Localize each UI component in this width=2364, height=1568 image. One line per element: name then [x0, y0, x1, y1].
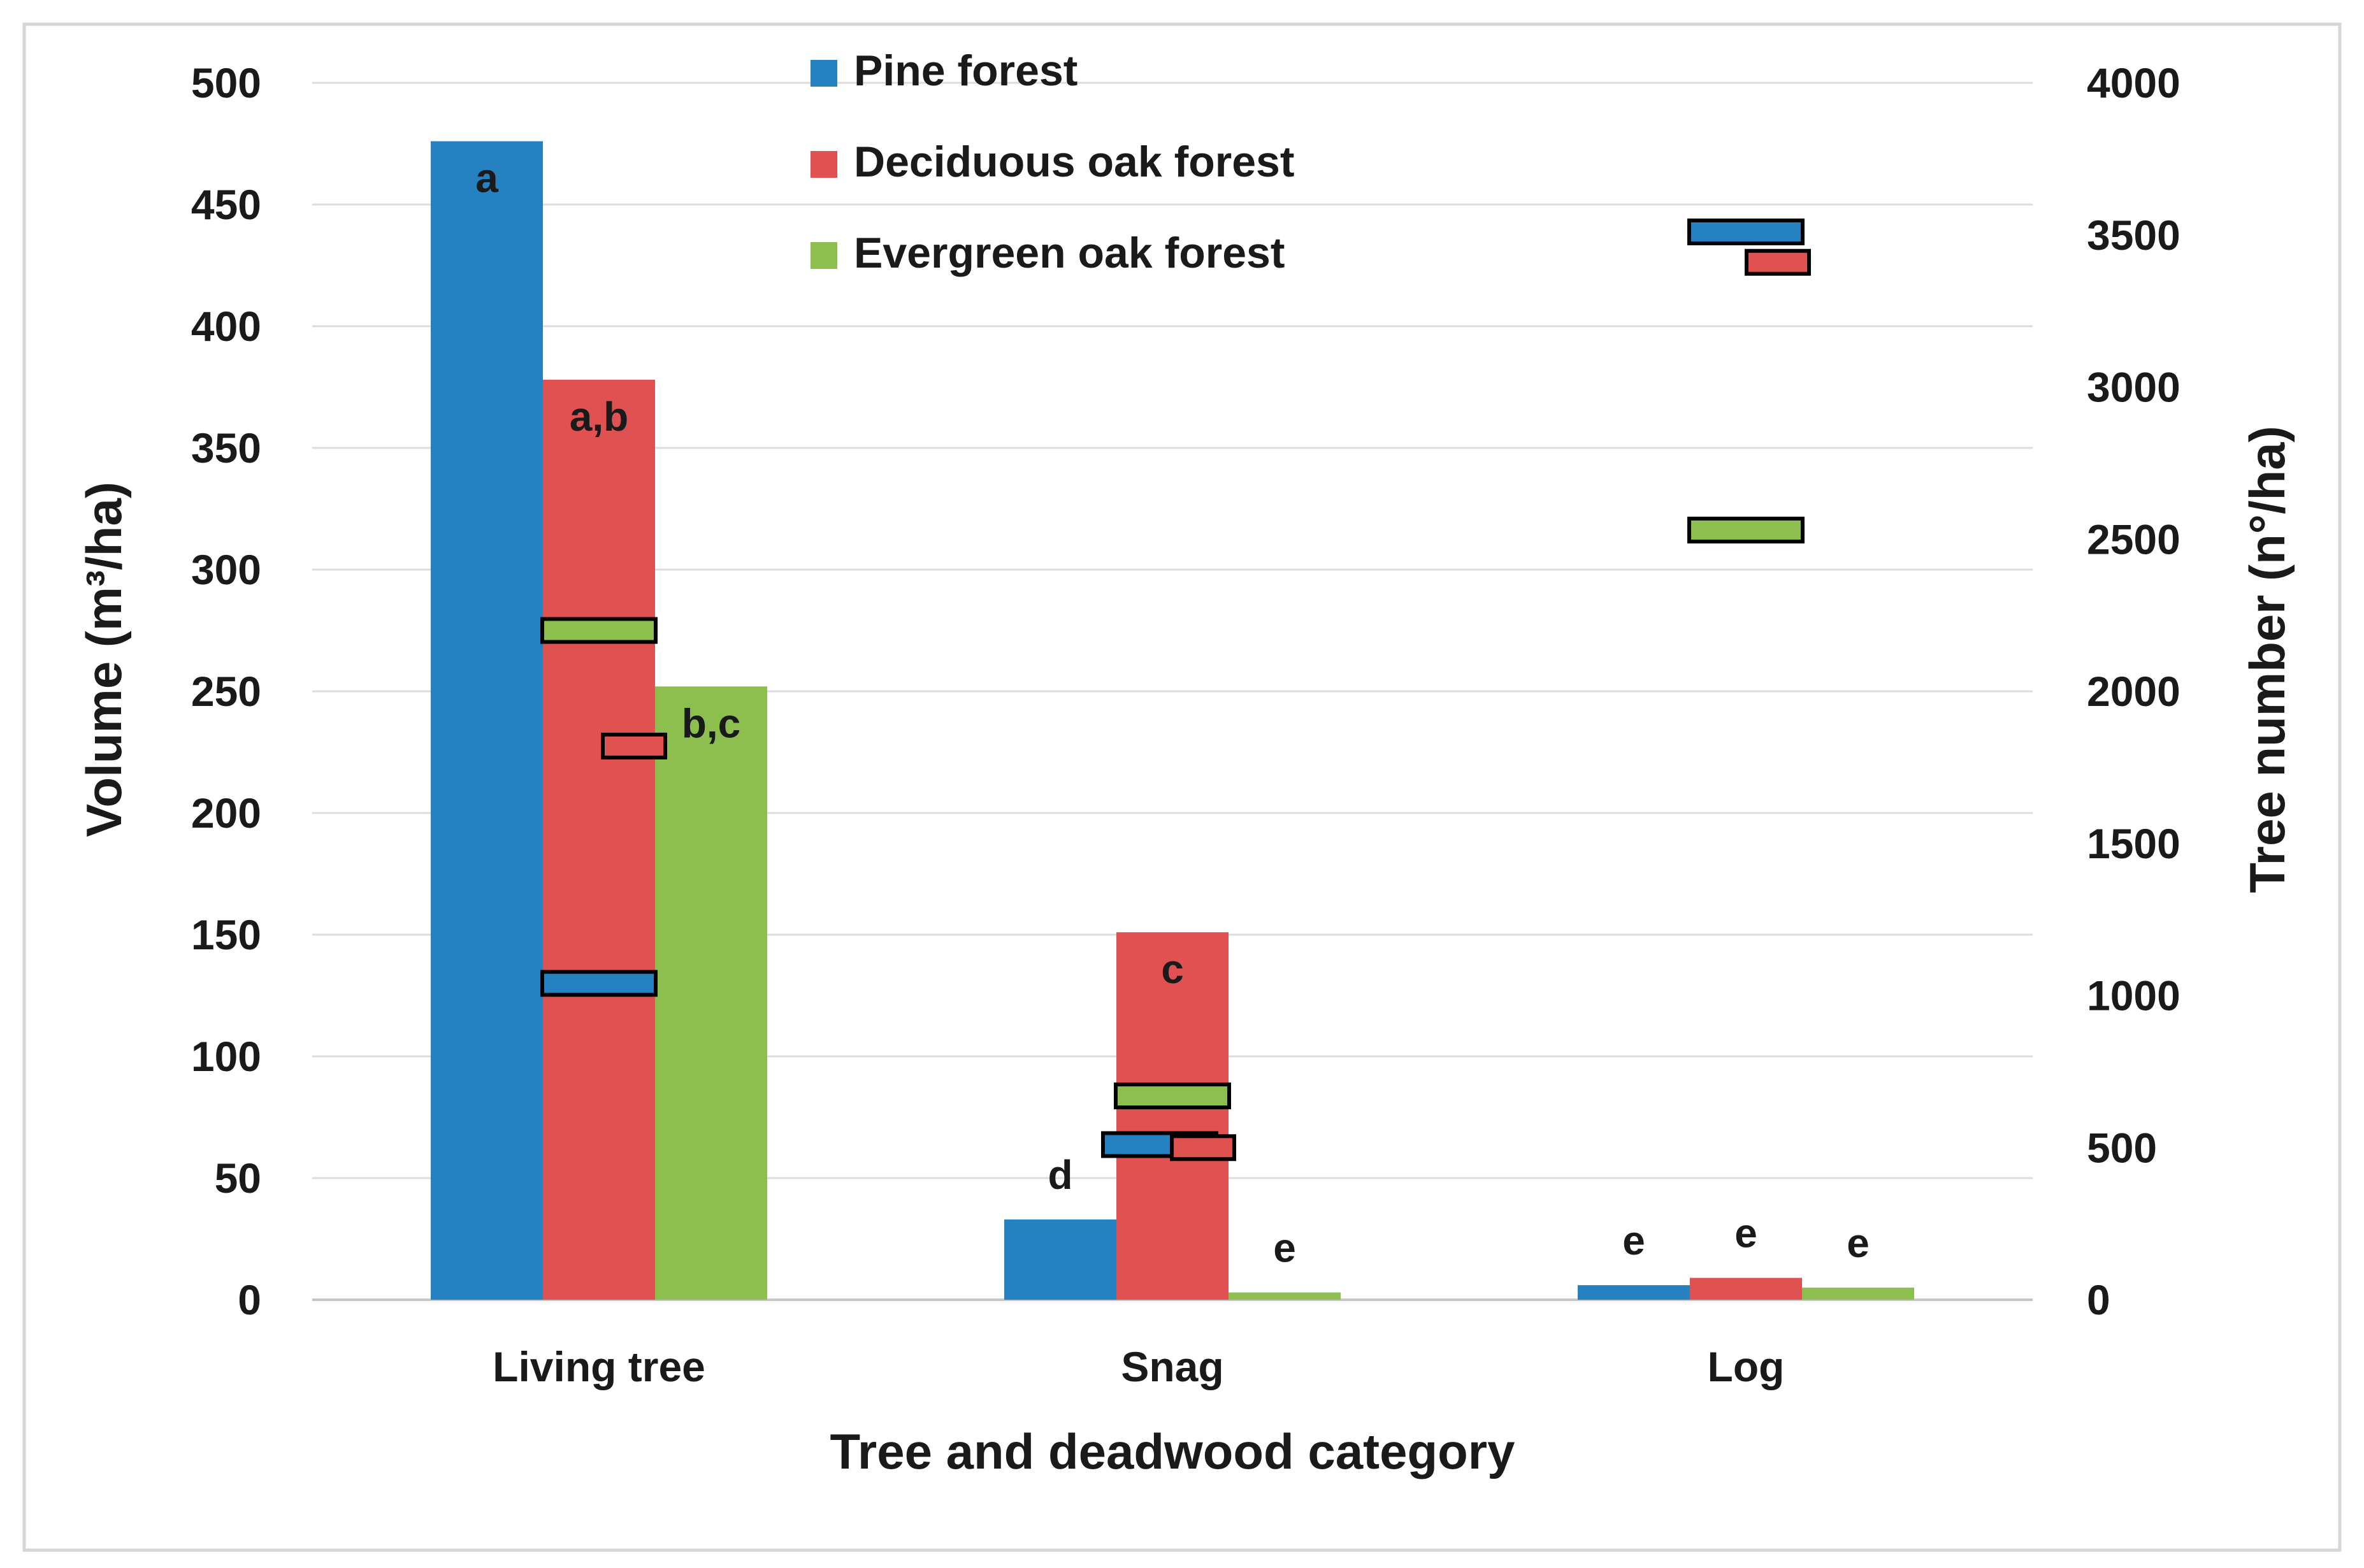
y-tick-right-2500: 2500 — [2087, 515, 2180, 563]
tree-number-marker-deciduous-oak-forest-snag — [1170, 1134, 1236, 1162]
bar-evergreen-oak-forest-snag — [1229, 1292, 1341, 1300]
y-tick-left-500: 500 — [191, 59, 261, 106]
y-tick-right-3000: 3000 — [2087, 364, 2180, 411]
letter-deciduous-oak-forest-living-tree: a,b — [570, 394, 628, 440]
letter-pine-forest-living-tree: a — [475, 155, 498, 201]
y-axis-title-left: Volume (m³/ha) — [76, 482, 132, 837]
y-tick-right-500: 500 — [2087, 1124, 2157, 1171]
letter-deciduous-oak-forest-snag: c — [1161, 946, 1184, 992]
y-tick-left-100: 100 — [191, 1033, 261, 1080]
bar-pine-forest-snag — [1004, 1219, 1116, 1300]
x-tick-log: Log — [1708, 1343, 1785, 1390]
y-tick-right-1000: 1000 — [2087, 972, 2180, 1019]
x-axis-title: Tree and deadwood category — [830, 1423, 1515, 1479]
y-tick-left-50: 50 — [215, 1154, 261, 1202]
legend-label-pine-forest: Pine forest — [854, 47, 1077, 95]
y-tick-left-250: 250 — [191, 668, 261, 715]
y-tick-left-150: 150 — [191, 911, 261, 958]
letter-pine-forest-snag: d — [1048, 1152, 1072, 1198]
y-tick-left-350: 350 — [191, 424, 261, 471]
legend-swatch-evergreen-oak-forest — [811, 242, 837, 269]
tree-number-marker-evergreen-oak-forest-log — [1687, 516, 1805, 543]
y-tick-left-300: 300 — [191, 546, 261, 593]
y-tick-right-4000: 4000 — [2087, 59, 2180, 106]
letter-deciduous-oak-forest-log: e — [1734, 1211, 1757, 1256]
bar-deciduous-oak-forest-snag — [1116, 932, 1229, 1300]
tree-number-marker-deciduous-oak-forest-living-tree — [601, 732, 667, 759]
tree-number-marker-pine-forest-living-tree — [540, 970, 658, 997]
bar-evergreen-oak-forest-living-tree — [655, 686, 767, 1300]
letter-evergreen-oak-forest-snag: e — [1273, 1225, 1296, 1271]
y-tick-left-450: 450 — [191, 181, 261, 228]
tree-number-marker-evergreen-oak-forest-snag — [1114, 1082, 1231, 1110]
y-tick-left-400: 400 — [191, 303, 261, 350]
y-tick-right-3500: 3500 — [2087, 212, 2180, 259]
x-tick-snag: Snag — [1121, 1343, 1223, 1390]
legend-swatch-pine-forest — [811, 60, 837, 87]
y-tick-left-200: 200 — [191, 789, 261, 837]
x-tick-living-tree: Living tree — [493, 1343, 705, 1390]
bar-evergreen-oak-forest-log — [1802, 1287, 1914, 1300]
bar-pine-forest-living-tree — [431, 141, 543, 1300]
letter-pine-forest-log: e — [1622, 1218, 1645, 1263]
letter-evergreen-oak-forest-log: e — [1847, 1220, 1870, 1266]
y-tick-right-0: 0 — [2087, 1276, 2110, 1323]
legend-label-evergreen-oak-forest: Evergreen oak forest — [854, 229, 1285, 277]
tree-number-marker-evergreen-oak-forest-living-tree — [540, 617, 658, 644]
y-axis-title-right: Tree number (n°/ha) — [2239, 426, 2295, 893]
bar-deciduous-oak-forest-log — [1690, 1277, 1802, 1300]
y-tick-right-1500: 1500 — [2087, 820, 2180, 867]
bar-deciduous-oak-forest-living-tree — [543, 380, 655, 1300]
tree-number-marker-deciduous-oak-forest-log — [1745, 248, 1811, 276]
y-tick-left-0: 0 — [238, 1276, 261, 1323]
tree-number-marker-pine-forest-log — [1687, 218, 1805, 245]
legend-label-deciduous-oak-forest: Deciduous oak forest — [854, 138, 1295, 186]
letter-evergreen-oak-forest-living-tree: b,c — [682, 700, 740, 746]
legend-swatch-deciduous-oak-forest — [811, 151, 837, 178]
y-tick-right-2000: 2000 — [2087, 668, 2180, 715]
bar-pine-forest-log — [1578, 1285, 1690, 1300]
